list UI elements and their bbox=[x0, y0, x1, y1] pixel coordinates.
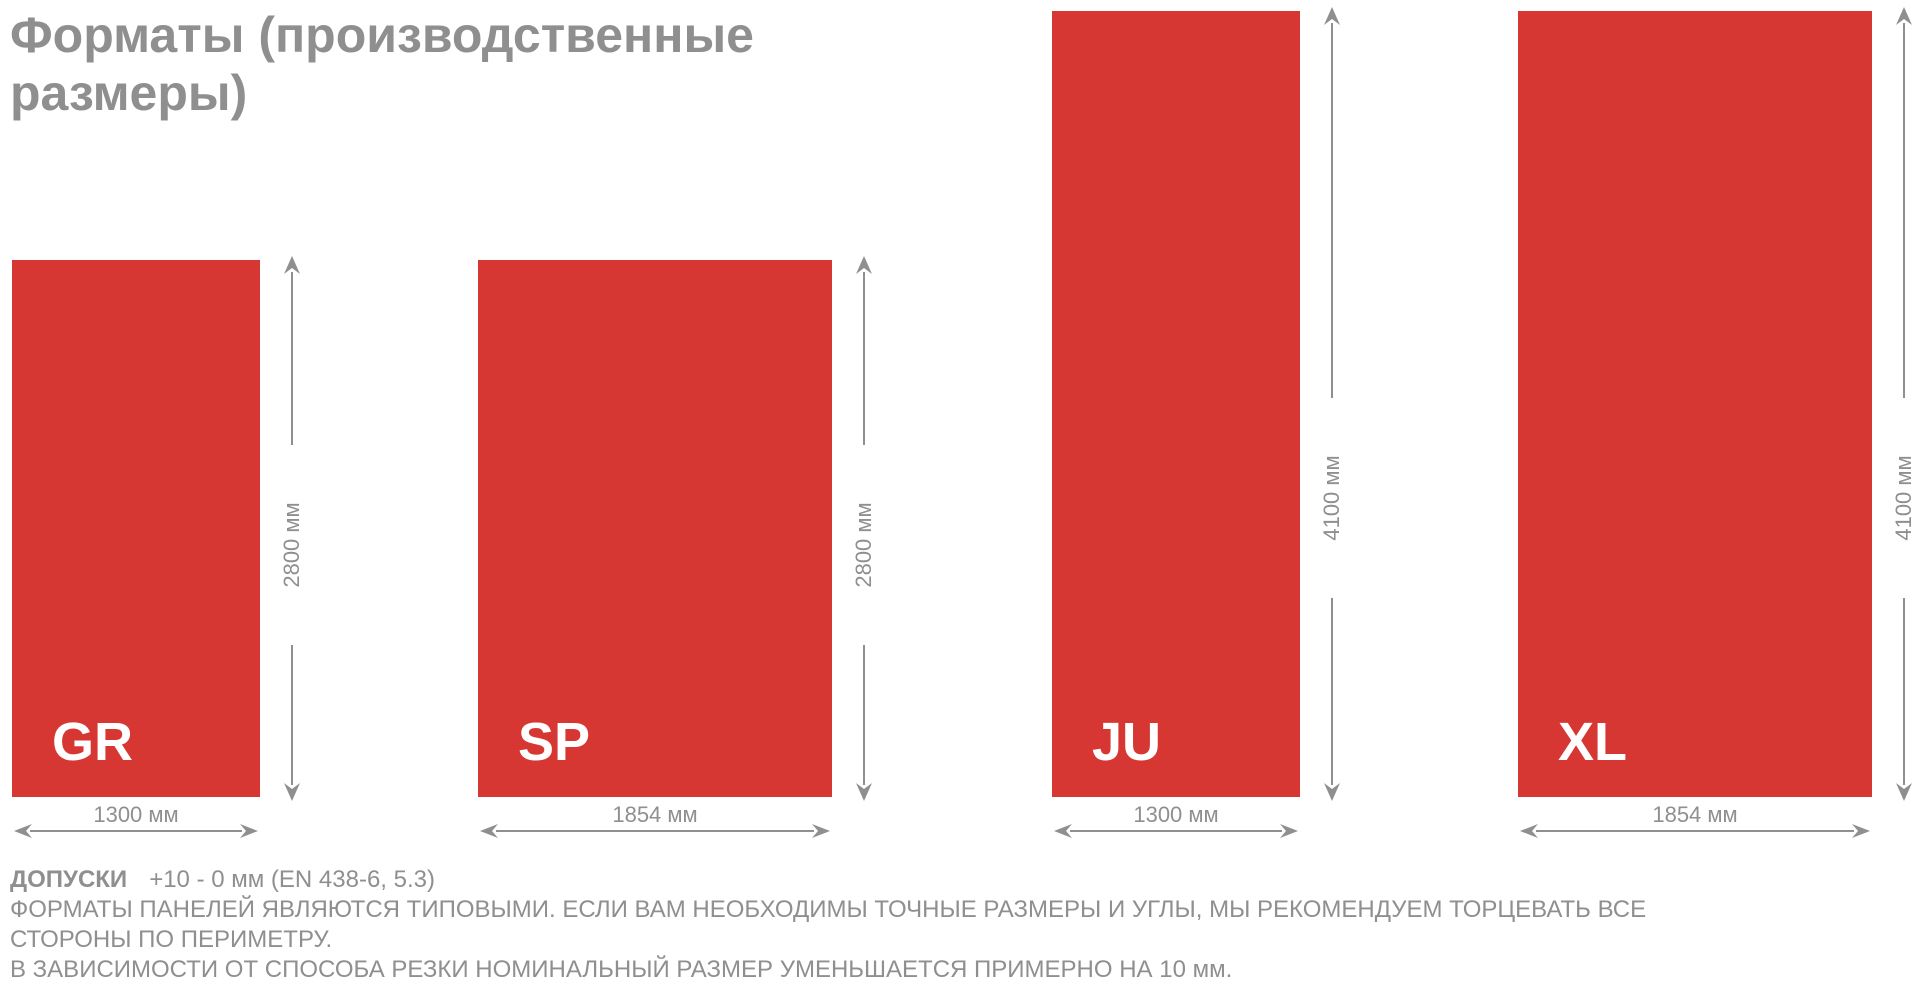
panel-code-sp: SP bbox=[518, 712, 591, 772]
title-line-2: размеры) bbox=[10, 65, 248, 121]
tolerance-value: +10 - 0 мм (EN 438-6, 5.3) bbox=[149, 866, 435, 893]
width-label-ju: 1300 мм bbox=[1133, 802, 1219, 827]
panel-gr: GR bbox=[12, 260, 260, 797]
notes-block: ДОПУСКИ +10 - 0 мм (EN 438-6, 5.3) ФОРМАТ… bbox=[10, 865, 1890, 985]
notes-line-3: СТОРОНЫ ПО ПЕРИМЕТРУ. bbox=[10, 926, 333, 953]
width-dimension-arrow-xl bbox=[1520, 824, 1870, 838]
notes-line-2: ФОРМАТЫ ПАНЕЛЕЙ ЯВЛЯЮТСЯ ТИПОВЫМИ. ЕСЛИ … bbox=[10, 896, 1647, 923]
width-dimension-arrow-ju bbox=[1054, 824, 1298, 838]
title-line-1: Форматы (производственные bbox=[10, 7, 754, 63]
width-label-gr: 1300 мм bbox=[93, 802, 179, 827]
height-label-ju: 4100 мм bbox=[1319, 398, 1345, 599]
width-label-sp: 1854 мм bbox=[612, 802, 698, 827]
width-label-xl: 1854 мм bbox=[1652, 802, 1738, 827]
panel-sp: SP bbox=[478, 260, 832, 797]
height-label-sp: 2800 мм bbox=[851, 444, 877, 645]
panel-code-ju: JU bbox=[1092, 712, 1162, 772]
tolerance-label: ДОПУСКИ bbox=[10, 866, 128, 893]
panel-xl: XL bbox=[1518, 11, 1872, 797]
panel-ju: JU bbox=[1052, 11, 1300, 797]
width-dimension-arrow-gr bbox=[14, 824, 258, 838]
panel-code-gr: GR bbox=[52, 712, 133, 772]
width-dimension-arrow-sp bbox=[480, 824, 830, 838]
page-title: Форматы (производственные размеры) bbox=[10, 6, 754, 122]
height-label-gr: 2800 мм bbox=[279, 444, 305, 645]
notes-line-4: В ЗАВИСИМОСТИ ОТ СПОСОБА РЕЗКИ НОМИНАЛЬН… bbox=[10, 956, 1233, 983]
panel-code-xl: XL bbox=[1558, 712, 1628, 772]
height-label-xl: 4100 мм bbox=[1891, 398, 1917, 599]
tolerance-line: ДОПУСКИ +10 - 0 мм (EN 438-6, 5.3) bbox=[10, 865, 1890, 895]
